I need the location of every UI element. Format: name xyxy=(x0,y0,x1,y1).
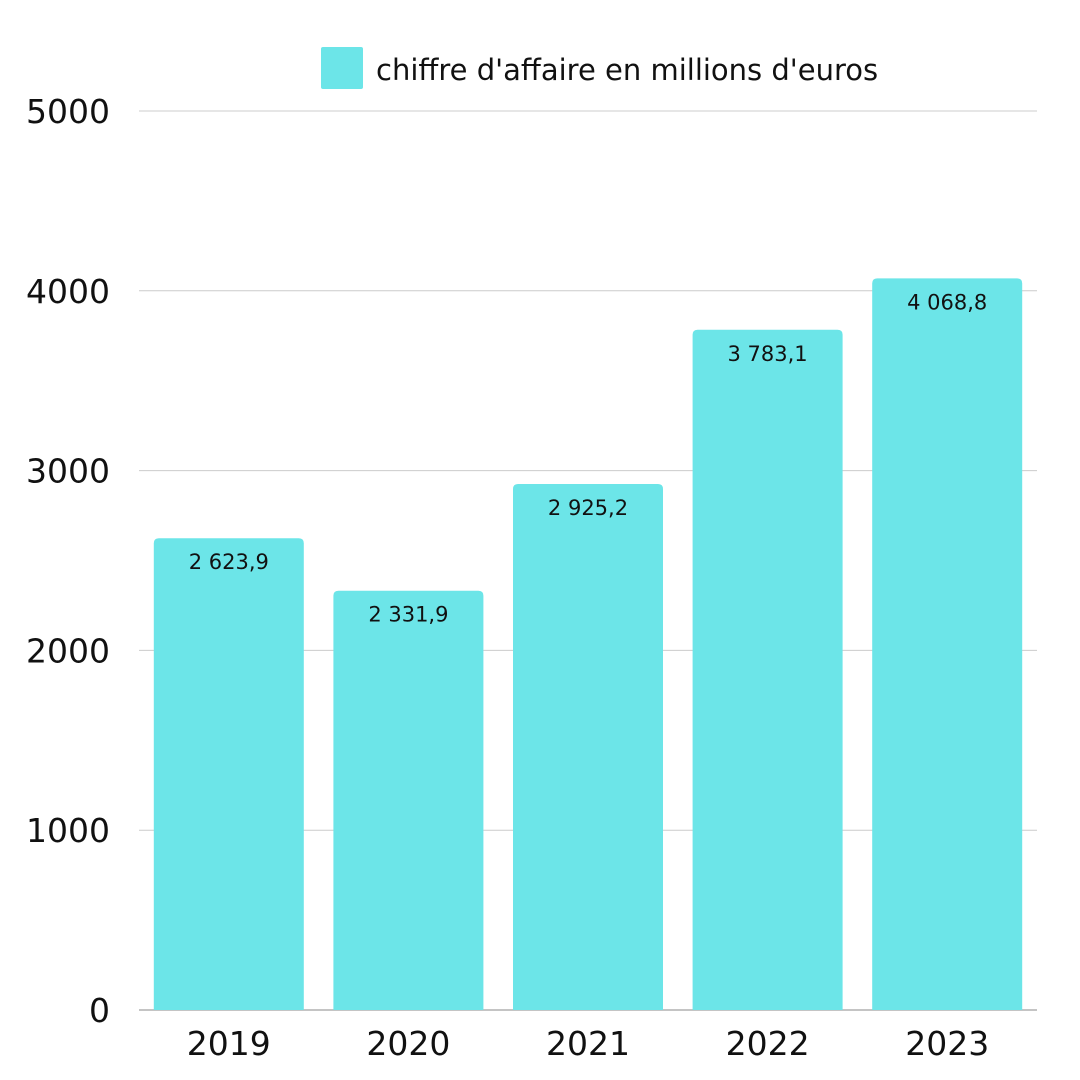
data-label-2022: 3 783,1 xyxy=(728,342,808,366)
bar-layer xyxy=(153,278,1023,1011)
bar-2020 xyxy=(333,590,484,1010)
legend-swatch xyxy=(321,47,363,89)
x-tick-label-2023: 2023 xyxy=(905,1024,989,1063)
data-label-2020: 2 331,9 xyxy=(368,603,448,627)
x-tick-label-2020: 2020 xyxy=(366,1024,450,1063)
y-tick-label: 5000 xyxy=(26,92,110,131)
data-label-2023: 4 068,8 xyxy=(907,290,987,314)
y-tick-label: 1000 xyxy=(26,811,110,850)
data-label-layer: 2 623,9 2 331,9 2 925,2 3 783,1 4 068,8 xyxy=(189,290,988,626)
x-tick-label-2022: 2022 xyxy=(726,1024,810,1063)
legend-label: chiffre d'affaire en millions d'euros xyxy=(376,53,878,87)
x-tick-label-2019: 2019 xyxy=(187,1024,271,1063)
bar-2023 xyxy=(872,278,1023,1010)
bar-2021 xyxy=(513,484,663,1010)
y-tick-label: 2000 xyxy=(26,631,110,670)
x-axis: 2019 2020 2021 2022 2023 xyxy=(187,1024,989,1063)
y-tick-label: 0 xyxy=(89,991,110,1030)
y-tick-label: 4000 xyxy=(26,272,110,311)
x-tick-label-2021: 2021 xyxy=(546,1024,630,1063)
y-tick-label: 3000 xyxy=(26,452,110,491)
bar-2019 xyxy=(153,538,304,1010)
bar-2022 xyxy=(692,329,843,1011)
y-axis: 0 1000 2000 3000 4000 5000 xyxy=(26,92,110,1030)
data-label-2019: 2 623,9 xyxy=(189,550,269,574)
data-label-2021: 2 925,2 xyxy=(548,496,628,520)
legend: chiffre d'affaire en millions d'euros xyxy=(321,47,878,89)
